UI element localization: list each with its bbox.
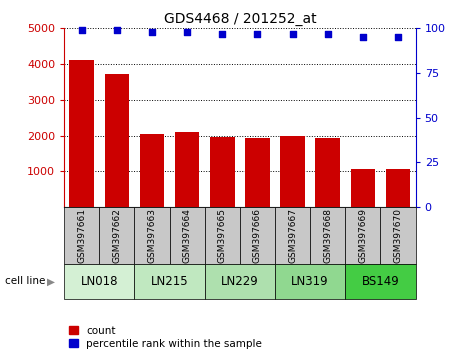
Text: GSM397669: GSM397669 [359, 208, 367, 263]
Point [254, 31, 261, 36]
Point [394, 34, 402, 40]
Bar [240, 207, 275, 264]
Bar [345, 264, 416, 299]
Bar [345, 207, 380, 264]
Text: GSM397668: GSM397668 [323, 208, 332, 263]
Text: GSM397661: GSM397661 [77, 208, 86, 263]
Point [183, 29, 191, 35]
Bar [99, 207, 134, 264]
Bar [310, 207, 345, 264]
Bar [280, 136, 305, 207]
Bar [380, 207, 416, 264]
Bar [275, 207, 310, 264]
Bar [210, 137, 235, 207]
Point [359, 34, 367, 40]
Title: GDS4468 / 201252_at: GDS4468 / 201252_at [163, 12, 316, 26]
Text: GSM397665: GSM397665 [218, 208, 227, 263]
Text: GSM397662: GSM397662 [113, 208, 121, 263]
Text: LN229: LN229 [221, 275, 259, 288]
Bar [170, 207, 205, 264]
Text: ▶: ▶ [47, 276, 55, 286]
Bar [175, 132, 199, 207]
Point [148, 29, 156, 35]
Point [78, 27, 86, 33]
Bar [205, 207, 240, 264]
Bar [69, 61, 94, 207]
Text: LN319: LN319 [291, 275, 329, 288]
Point [113, 27, 121, 33]
Bar [205, 264, 275, 299]
Bar [140, 134, 164, 207]
Text: GSM397670: GSM397670 [394, 208, 402, 263]
Text: GSM397663: GSM397663 [148, 208, 156, 263]
Text: GSM397664: GSM397664 [183, 208, 191, 263]
Text: LN215: LN215 [151, 275, 189, 288]
Bar [134, 264, 205, 299]
Point [324, 31, 332, 36]
Legend: count, percentile rank within the sample: count, percentile rank within the sample [69, 326, 262, 349]
Bar [386, 169, 410, 207]
Point [218, 31, 226, 36]
Text: cell line: cell line [5, 276, 45, 286]
Bar [64, 207, 99, 264]
Bar [315, 138, 340, 207]
Bar [245, 138, 270, 207]
Text: GSM397666: GSM397666 [253, 208, 262, 263]
Bar [64, 264, 134, 299]
Bar [351, 169, 375, 207]
Bar [104, 74, 129, 207]
Text: GSM397667: GSM397667 [288, 208, 297, 263]
Point [289, 31, 296, 36]
Bar [134, 207, 170, 264]
Text: LN018: LN018 [81, 275, 118, 288]
Bar [275, 264, 345, 299]
Text: BS149: BS149 [361, 275, 399, 288]
